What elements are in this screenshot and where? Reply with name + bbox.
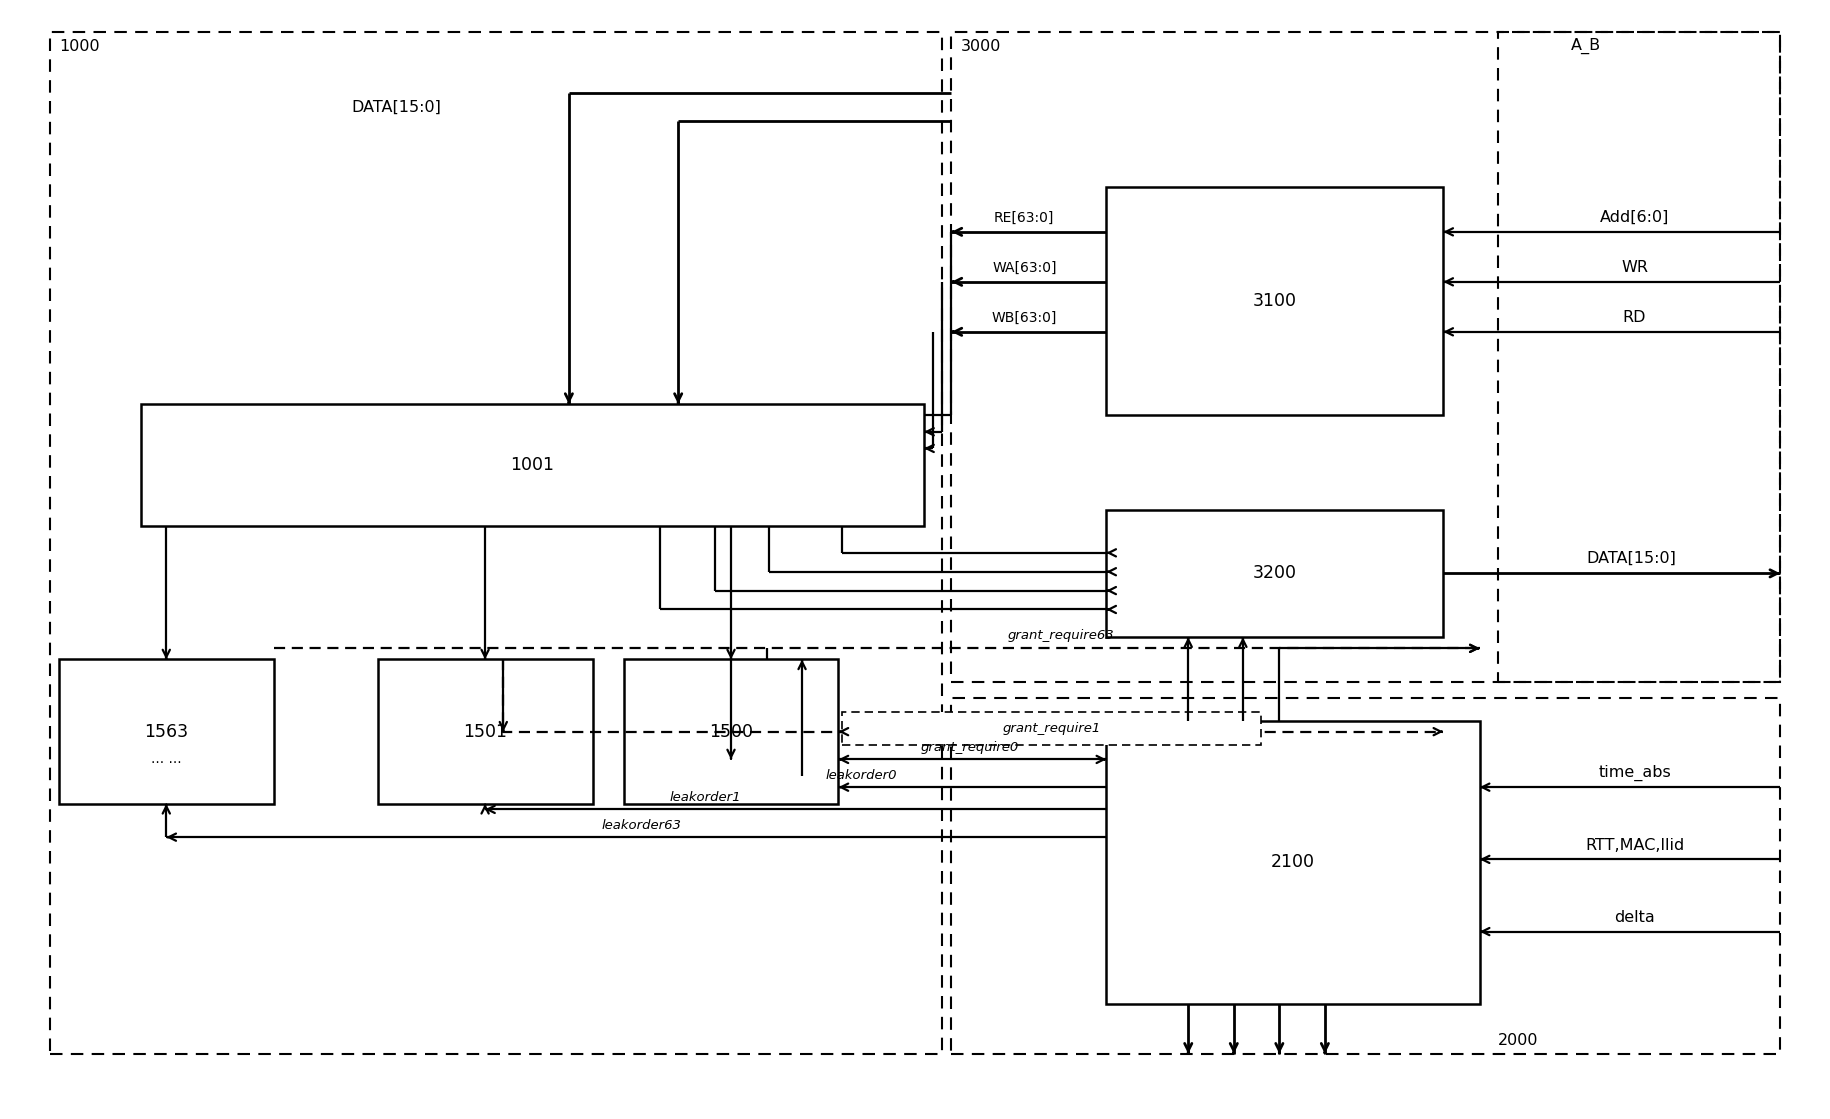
Text: leakorder0: leakorder0 (825, 769, 897, 782)
Bar (1107, 721, 1480, 1004)
Text: DATA[15:0]: DATA[15:0] (1587, 551, 1676, 565)
Text: RE[63:0]: RE[63:0] (994, 211, 1054, 225)
Text: 1563: 1563 (145, 723, 188, 741)
Text: leakorder63: leakorder63 (602, 819, 683, 831)
Bar (842, 712, 1261, 745)
Text: 1501: 1501 (463, 723, 507, 741)
Text: 1500: 1500 (708, 723, 752, 741)
Bar (1107, 509, 1444, 637)
Text: DATA[15:0]: DATA[15:0] (351, 101, 441, 115)
Text: ... ...: ... ... (152, 752, 181, 767)
Text: delta: delta (1614, 910, 1654, 925)
Text: WB[63:0]: WB[63:0] (992, 311, 1058, 326)
Bar (141, 404, 924, 526)
Bar (59, 659, 274, 803)
Text: time_abs: time_abs (1598, 764, 1671, 781)
Text: 3200: 3200 (1254, 564, 1297, 582)
Bar (624, 659, 838, 803)
Text: WR: WR (1621, 261, 1649, 275)
Text: leakorder1: leakorder1 (670, 791, 741, 803)
Text: 3100: 3100 (1254, 292, 1297, 310)
Text: grant_require63: grant_require63 (1008, 629, 1114, 641)
Bar (1107, 187, 1444, 415)
Bar (377, 659, 593, 803)
Text: 2000: 2000 (1499, 1033, 1539, 1049)
Text: 1000: 1000 (59, 39, 99, 54)
Text: Add[6:0]: Add[6:0] (1599, 210, 1669, 225)
Bar (952, 698, 1781, 1054)
Text: 1001: 1001 (511, 457, 554, 474)
Text: RTT,MAC,llid: RTT,MAC,llid (1585, 838, 1684, 853)
Text: grant_require0: grant_require0 (920, 741, 1019, 754)
Text: grant_require1: grant_require1 (1003, 722, 1102, 735)
Bar (952, 32, 1781, 681)
Bar (49, 32, 942, 1054)
Bar (1499, 32, 1781, 681)
Text: WA[63:0]: WA[63:0] (992, 261, 1056, 275)
Text: 2100: 2100 (1272, 853, 1316, 872)
Text: RD: RD (1623, 310, 1647, 326)
Text: A_B: A_B (1570, 38, 1601, 54)
Text: 3000: 3000 (961, 39, 1001, 54)
